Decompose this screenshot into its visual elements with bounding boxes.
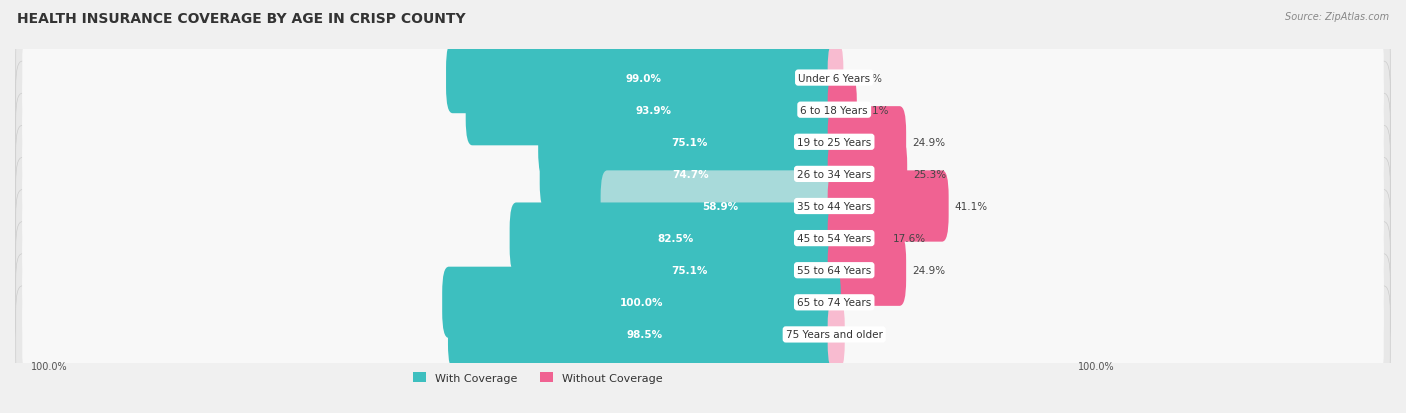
Text: 6 to 18 Years: 6 to 18 Years (800, 105, 868, 115)
FancyBboxPatch shape (22, 139, 1384, 210)
Text: 0.98%: 0.98% (849, 74, 882, 83)
Text: 75.1%: 75.1% (671, 266, 707, 275)
Text: 45 to 54 Years: 45 to 54 Years (797, 233, 872, 244)
FancyBboxPatch shape (828, 75, 856, 146)
Legend: With Coverage, Without Coverage: With Coverage, Without Coverage (413, 373, 662, 383)
Text: HEALTH INSURANCE COVERAGE BY AGE IN CRISP COUNTY: HEALTH INSURANCE COVERAGE BY AGE IN CRIS… (17, 12, 465, 26)
FancyBboxPatch shape (22, 74, 1384, 146)
Text: 74.7%: 74.7% (672, 169, 709, 180)
Text: 65 to 74 Years: 65 to 74 Years (797, 298, 872, 308)
Text: 25.3%: 25.3% (912, 169, 946, 180)
FancyBboxPatch shape (600, 171, 841, 242)
Text: 24.9%: 24.9% (912, 138, 945, 147)
FancyBboxPatch shape (22, 203, 1384, 274)
FancyBboxPatch shape (22, 299, 1384, 370)
FancyBboxPatch shape (15, 62, 1391, 159)
FancyBboxPatch shape (15, 126, 1391, 223)
FancyBboxPatch shape (22, 43, 1384, 114)
Text: 0.0%: 0.0% (846, 298, 873, 308)
FancyBboxPatch shape (446, 43, 841, 114)
Text: 35 to 44 Years: 35 to 44 Years (797, 202, 872, 211)
Text: 75 Years and older: 75 Years and older (786, 330, 883, 339)
Text: 6.1%: 6.1% (862, 105, 889, 115)
Text: 1.5%: 1.5% (851, 330, 877, 339)
Text: 82.5%: 82.5% (657, 233, 693, 244)
FancyBboxPatch shape (828, 171, 949, 242)
Text: Under 6 Years: Under 6 Years (799, 74, 870, 83)
FancyBboxPatch shape (449, 299, 841, 370)
Text: 26 to 34 Years: 26 to 34 Years (797, 169, 872, 180)
FancyBboxPatch shape (828, 107, 905, 178)
Text: 55 to 64 Years: 55 to 64 Years (797, 266, 872, 275)
FancyBboxPatch shape (22, 267, 1384, 339)
Text: 99.0%: 99.0% (626, 74, 661, 83)
FancyBboxPatch shape (15, 254, 1391, 351)
Text: 58.9%: 58.9% (703, 202, 738, 211)
FancyBboxPatch shape (540, 139, 841, 210)
FancyBboxPatch shape (509, 203, 841, 274)
FancyBboxPatch shape (538, 107, 841, 178)
FancyBboxPatch shape (22, 107, 1384, 178)
Text: 41.1%: 41.1% (955, 202, 987, 211)
FancyBboxPatch shape (828, 203, 887, 274)
Text: Source: ZipAtlas.com: Source: ZipAtlas.com (1285, 12, 1389, 22)
FancyBboxPatch shape (15, 286, 1391, 383)
Text: 100.0%: 100.0% (620, 298, 664, 308)
FancyBboxPatch shape (828, 139, 907, 210)
Text: 98.5%: 98.5% (626, 330, 662, 339)
FancyBboxPatch shape (828, 299, 845, 370)
FancyBboxPatch shape (441, 267, 841, 338)
Text: 100.0%: 100.0% (1078, 361, 1115, 371)
FancyBboxPatch shape (15, 190, 1391, 287)
FancyBboxPatch shape (15, 222, 1391, 319)
Text: 24.9%: 24.9% (912, 266, 945, 275)
FancyBboxPatch shape (465, 75, 841, 146)
Text: 19 to 25 Years: 19 to 25 Years (797, 138, 872, 147)
FancyBboxPatch shape (15, 94, 1391, 191)
Text: 75.1%: 75.1% (671, 138, 707, 147)
FancyBboxPatch shape (22, 171, 1384, 242)
FancyBboxPatch shape (538, 235, 841, 306)
FancyBboxPatch shape (15, 158, 1391, 255)
FancyBboxPatch shape (828, 235, 905, 306)
Text: 100.0%: 100.0% (31, 361, 67, 371)
Text: 17.6%: 17.6% (893, 233, 925, 244)
FancyBboxPatch shape (828, 43, 844, 114)
FancyBboxPatch shape (22, 235, 1384, 306)
Text: 93.9%: 93.9% (636, 105, 671, 115)
FancyBboxPatch shape (15, 30, 1391, 127)
